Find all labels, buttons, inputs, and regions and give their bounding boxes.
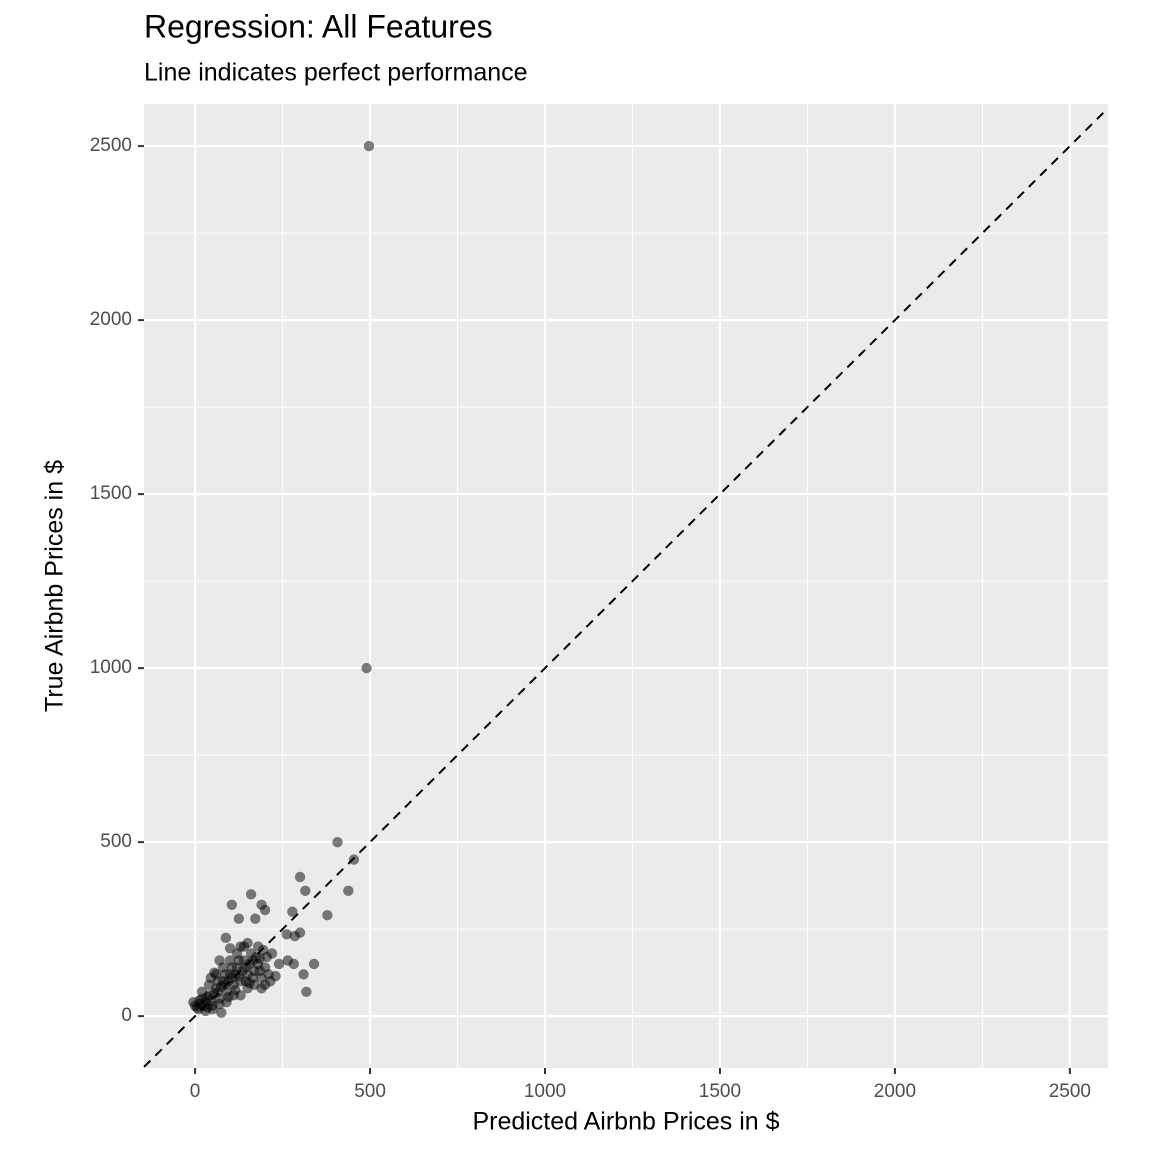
point bbox=[300, 885, 311, 897]
point bbox=[220, 932, 232, 944]
point bbox=[343, 885, 354, 897]
point bbox=[256, 983, 267, 994]
x-tick-label: 2000 bbox=[874, 1081, 916, 1102]
point bbox=[294, 871, 306, 883]
point bbox=[263, 969, 274, 980]
point bbox=[322, 910, 333, 921]
point bbox=[223, 991, 234, 1003]
point bbox=[258, 944, 269, 956]
point bbox=[254, 965, 266, 977]
y-tick-label: 500 bbox=[100, 831, 132, 852]
point bbox=[230, 984, 241, 996]
point bbox=[289, 930, 301, 942]
y-tick-label: 1000 bbox=[90, 657, 132, 678]
x-tick-label: 1000 bbox=[524, 1081, 566, 1102]
x-tick-label: 2500 bbox=[1049, 1081, 1091, 1102]
y-tick-label: 0 bbox=[121, 1005, 132, 1026]
y-tick-label: 2000 bbox=[90, 309, 132, 330]
point bbox=[288, 958, 299, 970]
point bbox=[273, 958, 285, 970]
panel bbox=[144, 104, 1108, 1068]
point bbox=[245, 889, 257, 900]
point bbox=[238, 941, 250, 952]
point bbox=[226, 899, 238, 910]
point bbox=[361, 662, 372, 674]
point bbox=[212, 976, 224, 987]
point bbox=[332, 836, 343, 848]
point bbox=[244, 977, 255, 989]
point bbox=[219, 969, 231, 980]
point bbox=[214, 998, 225, 1010]
y-tick-label: 1500 bbox=[90, 483, 132, 504]
point bbox=[250, 913, 261, 924]
point bbox=[216, 1007, 227, 1018]
x-tick-label: 500 bbox=[354, 1081, 386, 1102]
point bbox=[233, 913, 245, 924]
x-tick-label: 1500 bbox=[699, 1081, 741, 1102]
point bbox=[301, 986, 312, 997]
x-axis-title: Predicted Airbnb Prices in $ bbox=[472, 1108, 779, 1136]
y-tick-label: 2500 bbox=[90, 135, 132, 156]
y-axis-title: True Airbnb Prices in $ bbox=[41, 460, 69, 712]
point bbox=[363, 140, 375, 152]
chart-subtitle: Line indicates perfect performance bbox=[144, 59, 528, 87]
point bbox=[226, 962, 238, 973]
point bbox=[259, 904, 271, 916]
point bbox=[298, 969, 309, 980]
point bbox=[194, 995, 205, 1006]
chart-title: Regression: All Features bbox=[144, 8, 493, 44]
point bbox=[308, 958, 320, 970]
point bbox=[233, 955, 245, 966]
point bbox=[281, 929, 292, 940]
point bbox=[202, 1002, 213, 1013]
x-tick-label: 0 bbox=[190, 1081, 201, 1102]
point bbox=[287, 906, 298, 917]
identity-line bbox=[143, 107, 1109, 1068]
